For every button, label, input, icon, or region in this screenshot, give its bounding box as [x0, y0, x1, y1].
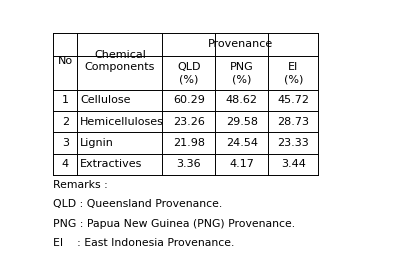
Text: 24.54: 24.54 [225, 138, 257, 148]
Text: Lignin: Lignin [80, 138, 114, 148]
Text: 29.58: 29.58 [225, 117, 257, 127]
Text: 3: 3 [62, 138, 69, 148]
Text: 45.72: 45.72 [277, 95, 309, 105]
Text: No: No [58, 56, 73, 66]
Text: 2: 2 [62, 117, 69, 127]
Text: Cellulose: Cellulose [80, 95, 130, 105]
Text: 48.62: 48.62 [225, 95, 257, 105]
Text: PNG
(%): PNG (%) [230, 62, 253, 84]
Text: EI
(%): EI (%) [283, 62, 302, 84]
Text: QLD : Queensland Provenance.: QLD : Queensland Provenance. [53, 199, 222, 209]
Text: Provenance: Provenance [207, 39, 272, 49]
Text: 21.98: 21.98 [173, 138, 204, 148]
Text: 4: 4 [62, 159, 69, 169]
Text: Remarks :: Remarks : [53, 180, 108, 190]
Text: QLD
(%): QLD (%) [177, 62, 200, 84]
Text: 3.36: 3.36 [176, 159, 201, 169]
Text: Extractives: Extractives [80, 159, 142, 169]
Text: 1: 1 [62, 95, 69, 105]
Text: 23.33: 23.33 [277, 138, 309, 148]
Text: Chemical
Components: Chemical Components [85, 50, 155, 72]
Text: 4.17: 4.17 [229, 159, 254, 169]
Text: 3.44: 3.44 [280, 159, 305, 169]
Text: 28.73: 28.73 [277, 117, 309, 127]
Text: PNG : Papua New Guinea (PNG) Provenance.: PNG : Papua New Guinea (PNG) Provenance. [53, 219, 295, 229]
Text: 23.26: 23.26 [173, 117, 204, 127]
Text: EI    : East Indonesia Provenance.: EI : East Indonesia Provenance. [53, 238, 234, 248]
Text: 60.29: 60.29 [173, 95, 204, 105]
Text: Hemicelluloses: Hemicelluloses [80, 117, 164, 127]
